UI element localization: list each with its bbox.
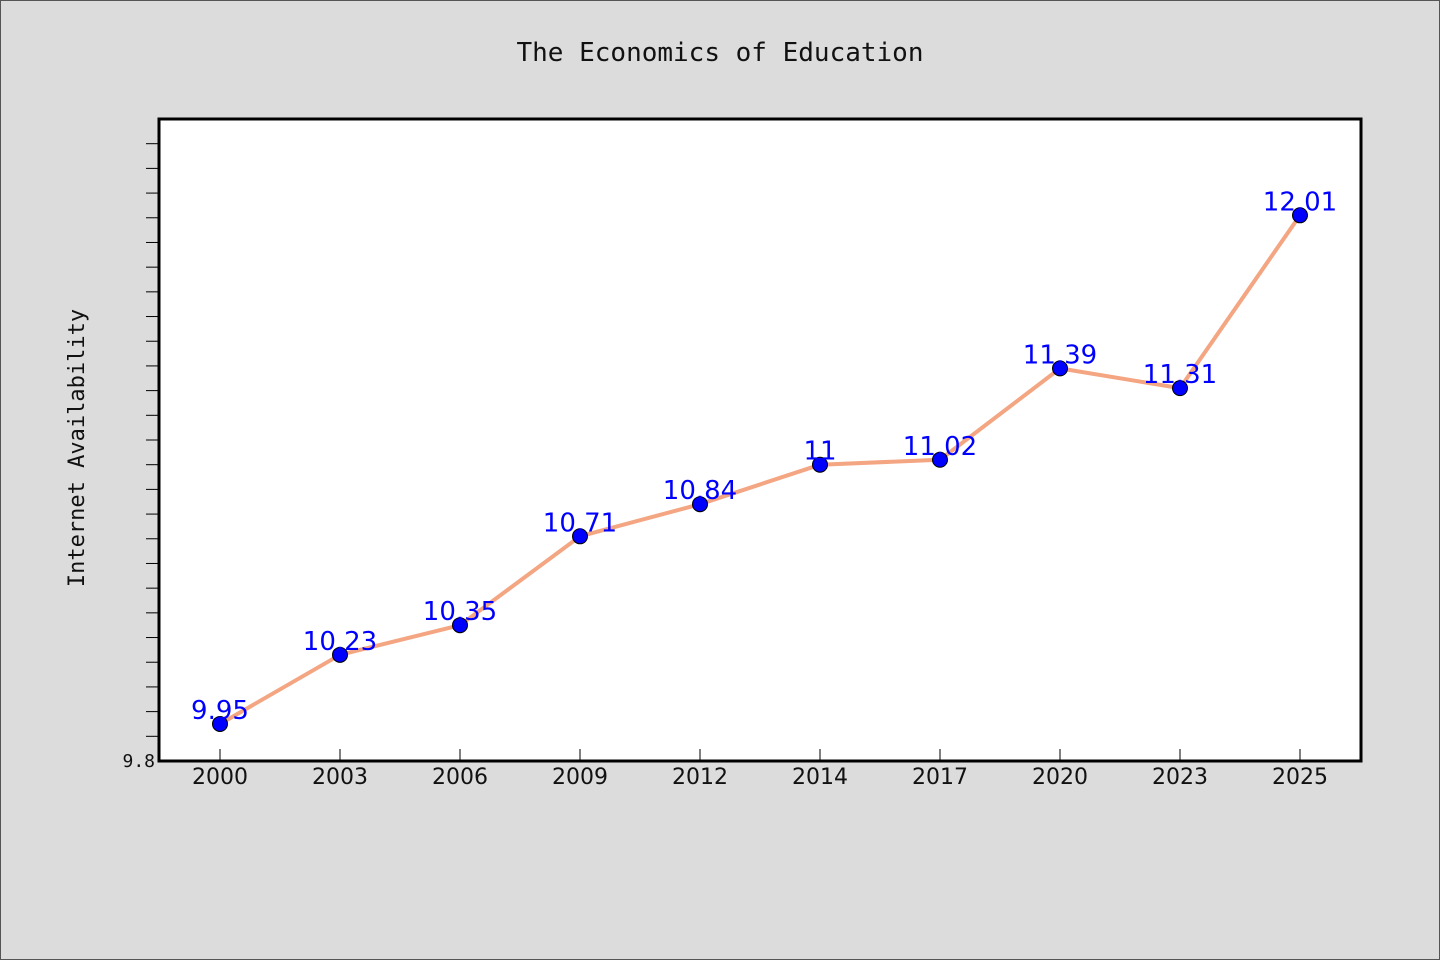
y-tick-label: 9.8 xyxy=(122,751,155,772)
series-group xyxy=(212,207,1308,732)
data-label: 10.84 xyxy=(663,476,737,506)
x-tick-label: 2014 xyxy=(792,765,848,790)
data-point xyxy=(1052,360,1068,377)
x-tick-label: 2025 xyxy=(1272,765,1328,790)
plot-area xyxy=(157,117,1363,763)
series-line xyxy=(219,214,1302,726)
data-point xyxy=(1172,380,1188,397)
data-label: 10.35 xyxy=(423,597,497,627)
x-tick-label: 2003 xyxy=(312,765,368,790)
y-axis-ticks: 9.8 xyxy=(122,143,159,772)
x-tick-label: 2009 xyxy=(552,765,608,790)
x-tick-label: 2012 xyxy=(672,765,728,790)
x-tick-label: 2000 xyxy=(192,765,248,790)
data-label: 10.71 xyxy=(543,508,617,538)
y-axis-label: Internet Availability xyxy=(65,309,90,587)
data-point xyxy=(452,617,468,634)
data-point xyxy=(332,646,348,663)
data-point xyxy=(1292,207,1308,224)
data-point xyxy=(572,528,588,545)
data-point xyxy=(812,456,828,473)
data-label: 12.01 xyxy=(1263,187,1337,217)
data-point xyxy=(692,496,708,513)
data-point xyxy=(212,715,228,732)
data-label: 9.95 xyxy=(191,696,249,726)
data-label: 11.02 xyxy=(903,432,977,462)
data-point xyxy=(932,451,948,468)
x-tick-label: 2017 xyxy=(912,765,968,790)
x-tick-label: 2006 xyxy=(432,765,488,790)
data-label: 11.31 xyxy=(1143,360,1217,390)
x-tick-label: 2023 xyxy=(1152,765,1208,790)
data-label: 10.23 xyxy=(303,627,377,657)
data-label: 11 xyxy=(803,437,836,467)
data-label: 11.39 xyxy=(1023,340,1097,370)
chart-title: The Economics of Education xyxy=(517,38,924,68)
x-tick-label: 2020 xyxy=(1032,765,1088,790)
x-axis-ticks: 2000 2003 2006 2009 2012 2014 2017 2020 2023 2025 xyxy=(192,749,1328,790)
data-labels: 9.95 10.23 10.35 10.71 10.84 11 11.02 11.39 11.3… xyxy=(191,187,1337,726)
